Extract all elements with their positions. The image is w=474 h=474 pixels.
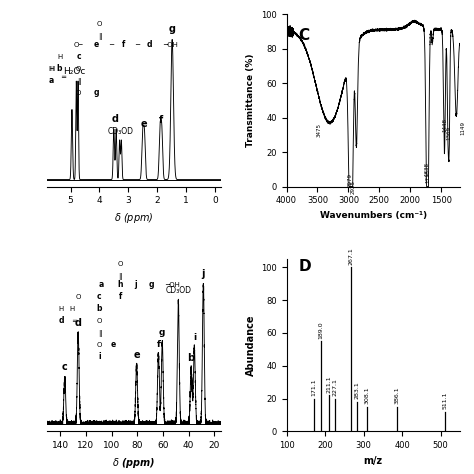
Text: 2979: 2979 [347,173,352,187]
Y-axis label: Abundance: Abundance [246,314,255,376]
Text: i: i [98,352,100,361]
Text: i: i [193,333,196,342]
Text: H: H [59,306,64,312]
Text: H₂Oc: H₂Oc [63,67,85,76]
Text: b: b [188,353,195,363]
Text: 189.0: 189.0 [318,321,323,338]
Text: 1448: 1448 [442,118,447,132]
Text: C: C [299,28,310,43]
X-axis label: Wavenumbers (cm⁻¹): Wavenumbers (cm⁻¹) [319,211,427,220]
Text: b: b [97,304,102,313]
X-axis label: m/z: m/z [364,456,383,465]
Text: d: d [111,114,118,124]
X-axis label: $\delta$ (ppm): $\delta$ (ppm) [112,456,156,470]
Text: a: a [99,280,104,289]
Text: g: g [159,328,165,337]
Text: H: H [48,66,54,72]
Text: f: f [118,292,122,301]
Text: ─: ─ [109,42,114,48]
Text: g: g [169,24,176,34]
Text: b: b [57,64,62,73]
Text: O: O [97,318,102,324]
Text: 267.1: 267.1 [348,247,353,264]
Text: 1715: 1715 [425,169,430,183]
Text: ─: ─ [136,42,140,48]
Text: c: c [62,363,68,373]
Text: 1644: 1644 [430,31,435,46]
Text: CD₃OD: CD₃OD [108,127,134,136]
X-axis label: $\delta$ (ppm): $\delta$ (ppm) [114,211,154,225]
Text: ─OH: ─OH [164,42,178,48]
Text: f: f [156,340,160,349]
Text: ‖: ‖ [98,330,101,337]
Text: ═: ═ [72,318,76,324]
Text: e: e [110,340,116,349]
Text: g: g [149,280,154,289]
Text: O: O [118,261,123,267]
Text: H: H [69,306,74,312]
Text: O: O [76,293,81,300]
Text: O: O [97,342,102,348]
Text: ‖: ‖ [98,33,101,40]
Text: d: d [147,40,152,49]
Y-axis label: Transmittance (%): Transmittance (%) [246,54,255,147]
Text: 1738: 1738 [424,163,429,176]
Text: CD₃OD: CD₃OD [165,286,191,295]
Text: j: j [135,280,137,289]
Text: O─: O─ [74,42,83,48]
Text: H: H [49,66,55,72]
Text: e: e [140,119,147,129]
Text: 308.1: 308.1 [364,387,369,404]
Text: c: c [97,292,102,301]
Text: ‖: ‖ [77,78,80,85]
Text: e: e [133,350,140,360]
Text: f: f [159,115,163,125]
Text: 171.1: 171.1 [311,378,316,396]
Text: ‖: ‖ [118,273,122,280]
Text: 1369: 1369 [447,126,452,140]
Text: 1149: 1149 [460,121,465,135]
Text: 2925: 2925 [351,180,356,194]
Text: j: j [201,269,205,279]
Text: f: f [122,40,125,49]
Text: 511.1: 511.1 [442,392,447,409]
Text: d: d [58,316,64,325]
Text: O: O [97,21,102,27]
Text: O: O [76,90,81,96]
Text: H: H [57,54,62,60]
Text: ═: ═ [61,73,65,79]
Text: 211.1: 211.1 [327,375,332,393]
Text: 3475: 3475 [317,123,321,137]
Text: h: h [118,280,123,289]
Text: c: c [76,52,81,61]
Text: D: D [299,259,311,274]
Text: e: e [93,40,99,49]
Text: O: O [76,66,81,72]
Text: ─OH: ─OH [165,282,180,288]
Text: 283.1: 283.1 [355,382,359,399]
Text: g: g [93,88,99,97]
Text: 386.1: 386.1 [394,387,399,404]
Text: 227.1: 227.1 [333,378,338,396]
Text: a: a [48,76,54,85]
Text: d: d [75,318,82,328]
